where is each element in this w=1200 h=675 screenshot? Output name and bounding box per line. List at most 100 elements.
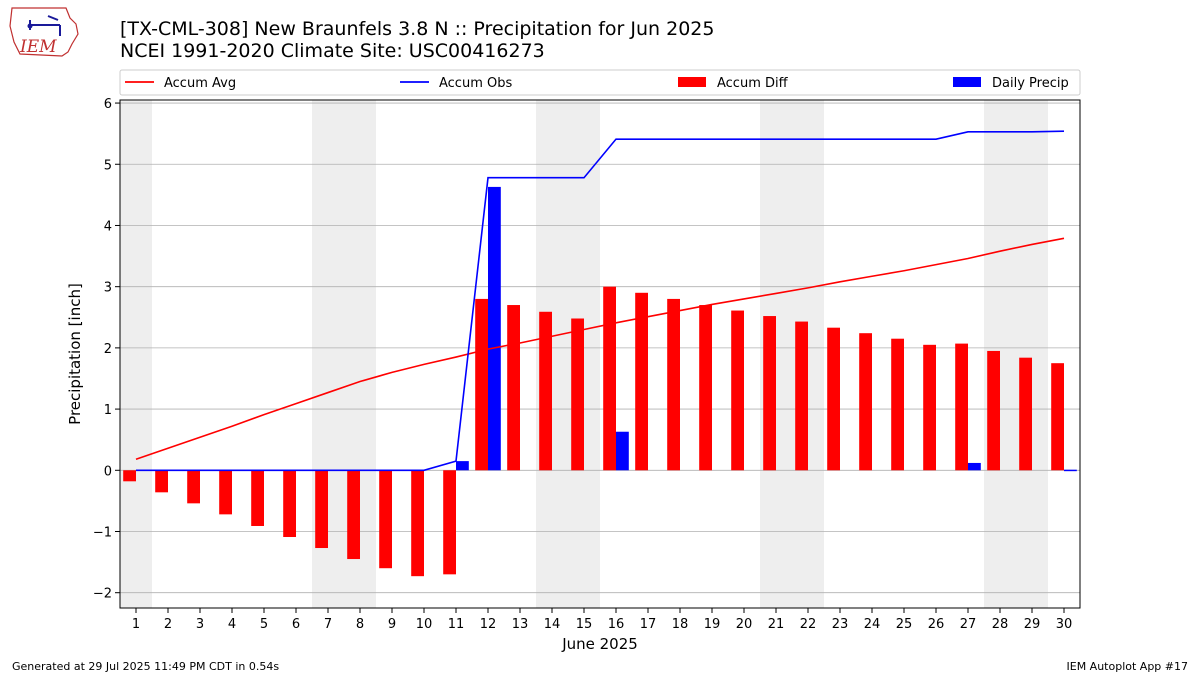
plot-frame xyxy=(119,99,1081,609)
accum-diff-bar-day-29 xyxy=(1019,357,1032,471)
accum-diff-bar-day-16 xyxy=(603,286,616,471)
x-tick-label: 10 xyxy=(416,617,433,632)
accum-diff-bar-day-11 xyxy=(443,470,456,575)
app-footer: IEM Autoplot App #17 xyxy=(1066,660,1189,673)
y-axis-label: Precipitation [inch] xyxy=(66,283,84,425)
accum-diff-bar-day-26 xyxy=(923,344,936,471)
x-tick-label: 20 xyxy=(736,617,753,632)
weather-station-icon xyxy=(29,15,61,36)
accum-diff-bar-day-13 xyxy=(507,305,520,471)
iowa-state-outline-icon xyxy=(9,7,79,57)
x-tick-label: 28 xyxy=(992,617,1009,632)
x-tick-label: 13 xyxy=(512,617,529,632)
x-tick-label: 2 xyxy=(164,617,172,632)
x-tick-label: 26 xyxy=(928,617,945,632)
accum-diff-bar-day-1 xyxy=(123,470,136,482)
x-tick-label: 22 xyxy=(800,617,817,632)
legend-label: Accum Obs xyxy=(439,76,512,91)
y-tick-label: 0 xyxy=(104,464,112,479)
x-tick-label: 3 xyxy=(196,617,204,632)
accum-diff-bar-day-18 xyxy=(667,298,680,471)
daily-precip-bar-day-11 xyxy=(456,461,469,471)
accum-diff-bar-day-27 xyxy=(955,343,968,471)
chart-title: [TX-CML-308] New Braunfels 3.8 N :: Prec… xyxy=(120,18,714,40)
weekend-shade-day-29 xyxy=(1016,100,1048,608)
accum-diff-bar-day-19 xyxy=(699,305,712,471)
x-tick-label: 5 xyxy=(260,617,268,632)
y-tick-label: 1 xyxy=(104,403,112,418)
legend-entry-accum-avg: Accum Avg xyxy=(125,76,236,91)
x-tick-label: 9 xyxy=(388,617,396,632)
accum-diff-bar-day-10 xyxy=(411,470,424,577)
accum-diff-bar-day-5 xyxy=(251,470,264,526)
accum-diff-bar-day-7 xyxy=(315,470,328,549)
accum-diff-bar-day-25 xyxy=(891,338,904,471)
x-tick-label: 7 xyxy=(324,617,332,632)
x-tick-label: 23 xyxy=(832,617,849,632)
legend-entry-daily-precip: Daily Precip xyxy=(953,76,1069,91)
legend-swatch xyxy=(678,77,706,87)
daily-precip-bar-day-16 xyxy=(616,431,629,471)
y-tick-label: 4 xyxy=(104,219,112,234)
iem-logo: IEM xyxy=(9,7,79,57)
x-tick-label: 17 xyxy=(640,617,657,632)
x-tick-label: 4 xyxy=(228,617,236,632)
legend-label: Accum Avg xyxy=(164,76,236,91)
x-axis-label: June 2025 xyxy=(561,635,638,653)
y-tick-label: −2 xyxy=(93,587,112,602)
accum-diff-bar-day-17 xyxy=(635,292,648,471)
accum-diff-bar-day-8 xyxy=(347,470,360,560)
accum-diff-bar-day-3 xyxy=(187,470,200,504)
weekend-shade-day-1 xyxy=(120,100,152,608)
x-tick-label: 14 xyxy=(544,617,561,632)
x-tick-label: 25 xyxy=(896,617,913,632)
accum-diff-bar-day-24 xyxy=(859,333,872,471)
logo-text: IEM xyxy=(19,37,57,57)
x-tick-label: 8 xyxy=(356,617,364,632)
y-tick-label: −1 xyxy=(93,525,112,540)
x-tick-label: 15 xyxy=(576,617,593,632)
legend-label: Daily Precip xyxy=(992,76,1069,91)
x-tick-label: 21 xyxy=(768,617,785,632)
legend-entry-accum-obs: Accum Obs xyxy=(400,76,512,91)
legend-swatch xyxy=(953,77,981,87)
daily-precip-bar-day-30 xyxy=(1064,469,1077,472)
accum-diff-bar-day-6 xyxy=(283,470,296,538)
accum-diff-bar-day-22 xyxy=(795,321,808,471)
accum-diff-bar-day-28 xyxy=(987,350,1000,471)
chart-subtitle: NCEI 1991-2020 Climate Site: USC00416273 xyxy=(120,40,545,62)
accum-diff-bar-day-15 xyxy=(571,318,584,471)
accum-diff-bar-day-20 xyxy=(731,310,744,471)
accum-diff-bar-day-30 xyxy=(1051,363,1064,471)
daily-precip-bar-day-27 xyxy=(968,462,981,471)
x-tick-label: 6 xyxy=(292,617,300,632)
x-tick-label: 29 xyxy=(1024,617,1041,632)
x-tick-label: 24 xyxy=(864,617,881,632)
accum-obs-line xyxy=(136,130,1065,472)
accum-diff-bar-day-23 xyxy=(827,327,840,471)
legend-entry-accum-diff: Accum Diff xyxy=(678,76,789,91)
x-tick-label: 16 xyxy=(608,617,625,632)
legend-label: Accum Diff xyxy=(717,76,789,91)
y-tick-label: 5 xyxy=(104,158,112,173)
generated-footer: Generated at 29 Jul 2025 11:49 PM CDT in… xyxy=(12,660,280,673)
x-tick-label: 11 xyxy=(448,617,465,632)
accum-diff-bar-day-21 xyxy=(763,316,776,471)
accum-diff-bar-day-2 xyxy=(155,470,168,493)
x-tick-label: 12 xyxy=(480,617,497,632)
accum-diff-bar-day-12 xyxy=(475,298,488,471)
x-tick-label: 1 xyxy=(132,617,140,632)
legend: Accum Avg Accum Obs Accum Diff Daily Precip xyxy=(119,69,1081,96)
x-tick-label: 18 xyxy=(672,617,689,632)
x-tick-label: 27 xyxy=(960,617,977,632)
y-tick-label: 6 xyxy=(104,97,112,112)
x-tick-label: 19 xyxy=(704,617,721,632)
accum-avg-line xyxy=(135,237,1065,461)
daily-precip-bar-day-12 xyxy=(488,186,501,471)
y-tick-label: 3 xyxy=(104,281,112,296)
accum-diff-bar-day-4 xyxy=(219,470,232,515)
y-tick-label: 2 xyxy=(104,342,112,357)
x-tick-label: 30 xyxy=(1056,617,1073,632)
accum-diff-bar-day-14 xyxy=(539,311,552,471)
